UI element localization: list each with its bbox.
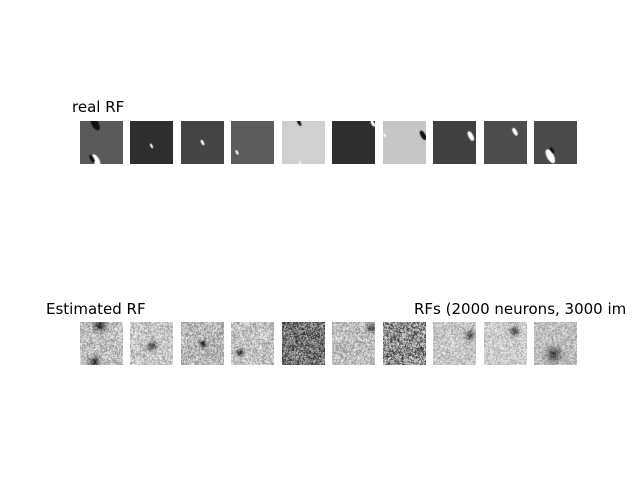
estimated-rf-row: [0, 322, 640, 365]
estimated-rf-tile: [181, 322, 224, 365]
real-rf-row: [0, 121, 640, 164]
estimated-rf-tile: [534, 322, 577, 365]
real-rf-tile: [181, 121, 224, 164]
real-rf-tile: [130, 121, 173, 164]
real-rf-tile: [282, 121, 325, 164]
real-rf-tile: [332, 121, 375, 164]
real-rf-tile: [383, 121, 426, 164]
real-rf-tile: [433, 121, 476, 164]
estimated-rf-tile: [332, 322, 375, 365]
real-rf-tile: [80, 121, 123, 164]
estimated-rf-tile: [231, 322, 274, 365]
estimated-rf-tile: [282, 322, 325, 365]
estimated-rf-tile: [383, 322, 426, 365]
estimated-rf-tile: [130, 322, 173, 365]
real-rf-tile: [484, 121, 527, 164]
estimated-rf-side-title: RFs (2000 neurons, 3000 im: [414, 301, 627, 317]
real-rf-tile: [231, 121, 274, 164]
real-rf-tile: [534, 121, 577, 164]
real-rf-title: real RF: [72, 98, 125, 116]
estimated-rf-tile: [433, 322, 476, 365]
estimated-rf-title: Estimated RF: [46, 300, 146, 318]
estimated-rf-tile: [484, 322, 527, 365]
estimated-rf-tile: [80, 322, 123, 365]
